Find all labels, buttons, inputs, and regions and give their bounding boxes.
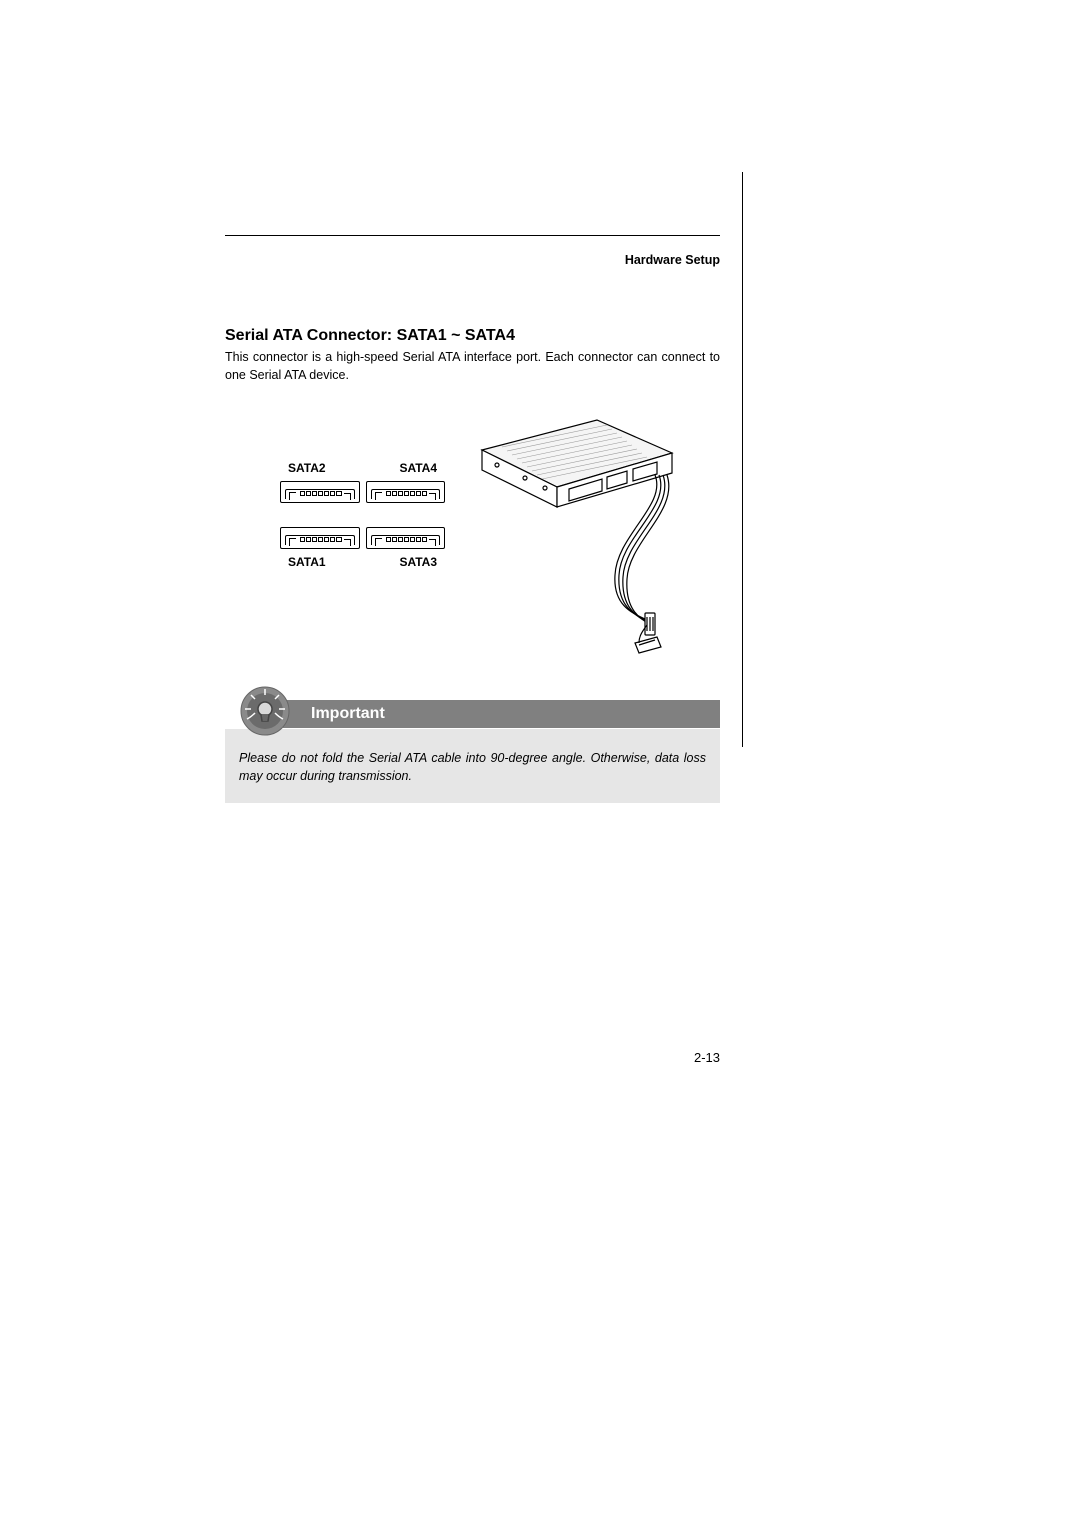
section-body: This connector is a high-speed Serial AT… — [225, 349, 720, 384]
connector-diagram: SATA2 SATA4 SATA1 — [280, 461, 445, 569]
drive-illustration — [457, 415, 692, 675]
important-callout: Important Please do not fold the Serial … — [225, 689, 720, 803]
chapter-title: Hardware Setup — [625, 253, 720, 267]
connector-sata3 — [366, 527, 446, 549]
figure-area: SATA2 SATA4 SATA1 — [225, 435, 720, 695]
label-sata2: SATA2 — [288, 461, 326, 475]
section-heading: Serial ATA Connector: SATA1 ~ SATA4 — [225, 327, 515, 345]
page-number: 2-13 — [225, 1050, 720, 1065]
label-sata3: SATA3 — [399, 555, 437, 569]
label-sata1: SATA1 — [288, 555, 326, 569]
important-title: Important — [283, 700, 720, 728]
connector-sata2 — [280, 481, 360, 503]
lightbulb-icon — [237, 683, 293, 739]
connector-sata1 — [280, 527, 360, 549]
label-sata4: SATA4 — [399, 461, 437, 475]
important-body: Please do not fold the Serial ATA cable … — [225, 729, 720, 803]
connector-sata4 — [366, 481, 446, 503]
top-divider — [225, 235, 720, 236]
margin-rule — [742, 172, 743, 747]
